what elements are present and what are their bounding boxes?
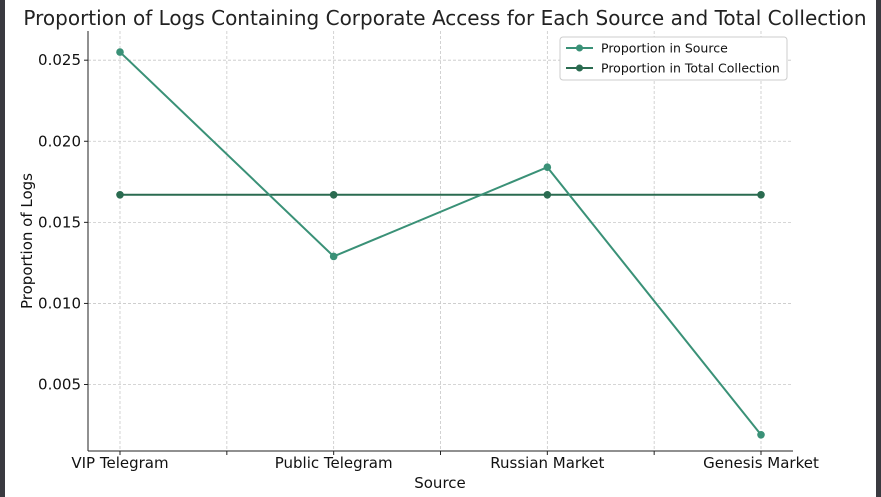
chart-frame: Proportion of Logs Containing Corporate … bbox=[5, 0, 876, 497]
legend: Proportion in Source Proportion in Total… bbox=[559, 36, 788, 81]
data-point bbox=[329, 252, 338, 261]
data-point bbox=[116, 48, 124, 56]
legend-box bbox=[559, 36, 788, 81]
data-point bbox=[757, 190, 765, 199]
y-tick-label: 0.025 bbox=[38, 51, 81, 69]
x-tick-label: Genesis Market bbox=[703, 454, 819, 472]
chart-title: Proportion of Logs Containing Corporate … bbox=[23, 6, 866, 30]
data-point bbox=[543, 190, 552, 199]
y-tick-label: 0.020 bbox=[38, 132, 81, 150]
data-point bbox=[543, 163, 552, 172]
data-point bbox=[116, 190, 124, 199]
x-tick-label: VIP Telegram bbox=[71, 454, 168, 472]
data-point bbox=[329, 190, 338, 199]
legend-marker-source bbox=[576, 44, 583, 52]
grid-lines bbox=[88, 31, 793, 451]
y-tick-label: 0.015 bbox=[38, 213, 81, 231]
x-tick-label: Public Telegram bbox=[275, 454, 393, 472]
y-ticks: 0.005 0.010 0.015 0.020 0.025 bbox=[38, 51, 88, 394]
x-tick-label: Russian Market bbox=[490, 454, 604, 472]
series-layer bbox=[116, 48, 765, 439]
y-axis-label: Proportion of Logs bbox=[18, 173, 36, 309]
y-tick-label: 0.005 bbox=[38, 376, 81, 394]
line-chart: Proportion of Logs Containing Corporate … bbox=[18, 6, 867, 492]
y-tick-label: 0.010 bbox=[38, 294, 81, 312]
x-ticks: VIP Telegram Public Telegram Russian Marke… bbox=[71, 451, 819, 472]
series-line-0 bbox=[119, 51, 762, 436]
legend-label-source: Proportion in Source bbox=[601, 41, 728, 56]
x-axis-label: Source bbox=[414, 474, 466, 492]
legend-marker-total bbox=[576, 64, 583, 72]
legend-label-total: Proportion in Total Collection bbox=[601, 61, 780, 76]
data-point bbox=[757, 430, 765, 439]
